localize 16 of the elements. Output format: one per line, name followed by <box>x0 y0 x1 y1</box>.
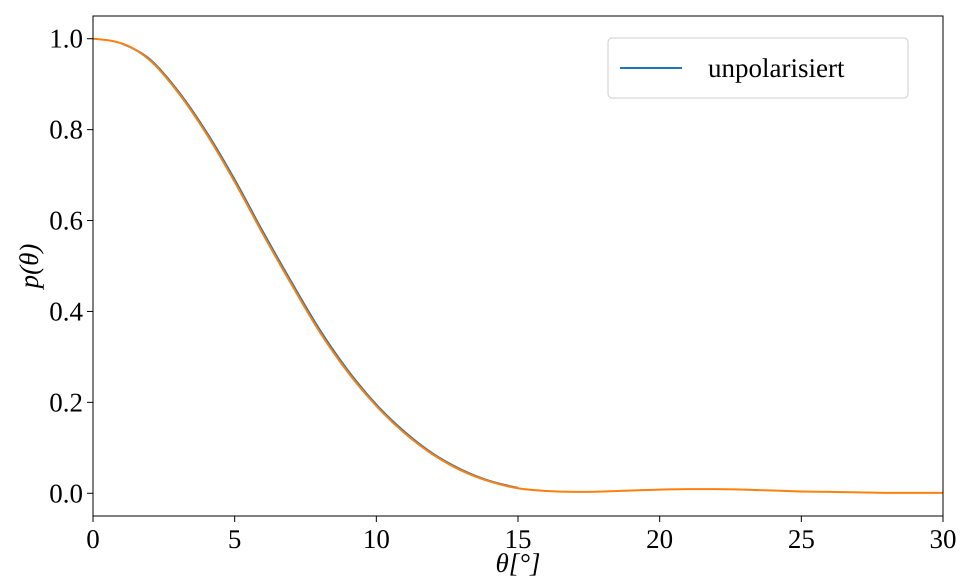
legend-label: unpolarisiert <box>708 53 845 83</box>
x-tick-label: 5 <box>228 524 242 554</box>
y-axis-title: p(θ) <box>14 244 44 290</box>
line-series <box>120 42 519 489</box>
x-tick-label: 10 <box>362 524 390 554</box>
y-tick-label: 0.8 <box>49 114 83 145</box>
y-tick-label: 0.0 <box>49 478 83 508</box>
x-tick-label: 20 <box>646 524 674 554</box>
y-tick-label: 1.0 <box>49 24 83 54</box>
y-tick-label: 0.2 <box>49 387 83 418</box>
x-tick-label: 0 <box>86 524 100 554</box>
x-tick-label: 25 <box>788 524 815 554</box>
line-series <box>92 38 944 494</box>
y-tick-label: 0.4 <box>49 296 84 326</box>
y-tick-label: 0.6 <box>49 206 83 236</box>
x-tick-label: 30 <box>930 524 956 554</box>
